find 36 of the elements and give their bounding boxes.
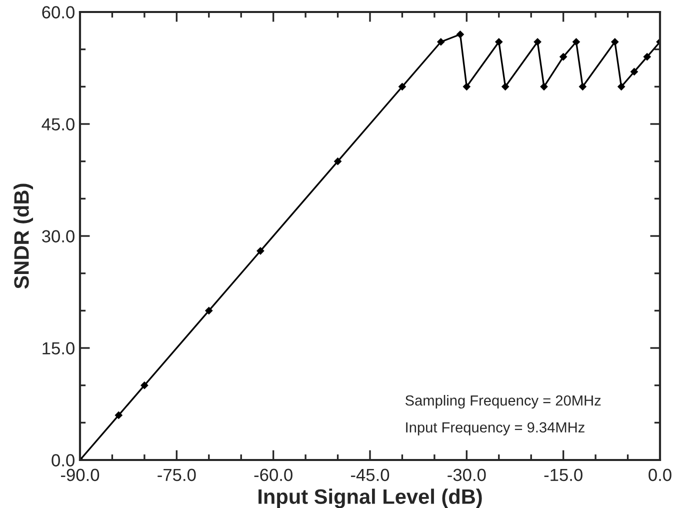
x-tick-label: -75.0 (158, 468, 196, 482)
x-tick-label: 0.0 (648, 468, 672, 482)
annotation: Input Frequency = 9.34MHz (406, 422, 584, 436)
y-tick-label: 15.0 (42, 342, 74, 354)
x-tick-label: -15.0 (544, 468, 582, 482)
y-tick-label: 30.0 (42, 230, 74, 242)
y-tick-label: 0.0 (52, 454, 74, 466)
point (140, 381, 148, 390)
point (610, 38, 619, 46)
point (559, 52, 568, 61)
point (617, 82, 626, 91)
point (398, 82, 406, 91)
point (572, 38, 580, 46)
point (256, 247, 264, 255)
point (494, 38, 503, 46)
point (462, 82, 471, 91)
y-tick-label: 60.0 (42, 6, 74, 18)
x-axis-title: Input Signal Level (dB) (258, 488, 482, 508)
x-tick-label: -30.0 (448, 468, 486, 482)
x-tick-label: -60.0 (254, 468, 292, 482)
x-tick-label: -90.0 (60, 468, 100, 482)
x-tick-label: -45.0 (350, 468, 390, 482)
point (436, 38, 445, 46)
annotation: Sampling Frequency = 20MHz (405, 394, 601, 409)
point (334, 157, 342, 166)
point (501, 82, 510, 91)
point (643, 52, 652, 61)
point (204, 306, 213, 315)
y-axis-title: SNDR (dB) (14, 184, 34, 289)
point (540, 82, 548, 91)
point (630, 68, 638, 76)
point (456, 30, 464, 38)
point (534, 38, 542, 46)
y-tick-label: 45.0 (42, 118, 74, 130)
point (578, 82, 587, 91)
point (114, 411, 123, 420)
